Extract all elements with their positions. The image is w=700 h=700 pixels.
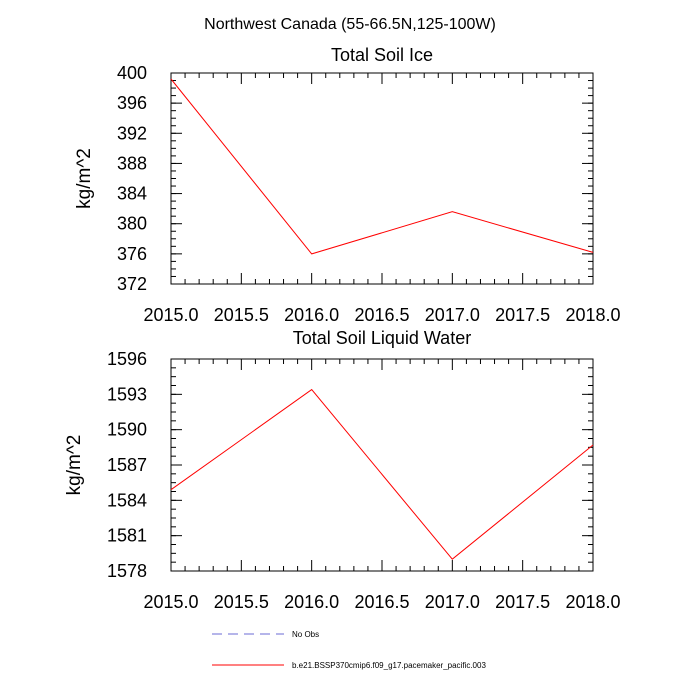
y-tick-label: 1593 (107, 384, 147, 404)
series-line (170, 78, 594, 255)
x-tick-label: 2017.0 (425, 592, 480, 612)
legend: No Obs b.e21.BSSP370cmip6.f09_g17.pacema… (212, 630, 486, 670)
plot-frame (170, 72, 594, 285)
x-tick-label: 2015.0 (143, 305, 198, 325)
y-tick-label: 1584 (107, 490, 147, 510)
panel-total-soil-liquid-water: Total Soil Liquid Water 2015.0 2015.5 2016.… (64, 328, 621, 612)
y-tick-label: 1578 (107, 561, 147, 581)
y-tick-label: 1590 (107, 420, 147, 440)
y-tick-label: 376 (117, 244, 147, 264)
panel-title: Total Soil Ice (331, 45, 433, 65)
series-line (170, 388, 594, 560)
x-tick-label: 2015.5 (214, 305, 269, 325)
x-tick-label: 2017.5 (495, 592, 550, 612)
x-tick-label: 2017.0 (425, 305, 480, 325)
x-tick-label: 2016.5 (354, 592, 409, 612)
x-tick-label: 2017.5 (495, 305, 550, 325)
panel-title: Total Soil Liquid Water (293, 328, 471, 348)
y-tick-label: 384 (117, 184, 147, 204)
figure-title: Northwest Canada (55-66.5N,125-100W) (204, 16, 496, 33)
x-tick-label: 2018.0 (565, 305, 620, 325)
y-axis-label: kg/m^2 (64, 435, 85, 496)
y-tick-label: 396 (117, 93, 147, 113)
x-tick-label: 2015.5 (214, 592, 269, 612)
plot-frame (170, 358, 594, 572)
x-tick-label: 2018.0 (565, 592, 620, 612)
y-axis-label: kg/m^2 (74, 148, 95, 209)
y-tick-label: 372 (117, 274, 147, 294)
legend-label-model-run: b.e21.BSSP370cmip6.f09_g17.pacemaker_pac… (292, 661, 486, 670)
x-tick-label: 2016.5 (354, 305, 409, 325)
y-tick-label: 392 (117, 123, 147, 143)
x-tick-label: 2016.0 (284, 305, 339, 325)
y-tick-label: 1581 (107, 526, 147, 546)
legend-label-no-obs: No Obs (292, 630, 319, 639)
y-tick-label: 1596 (107, 349, 147, 369)
y-tick-label: 400 (117, 63, 147, 83)
y-tick-label: 380 (117, 214, 147, 234)
x-tick-label: 2016.0 (284, 592, 339, 612)
x-tick-label: 2015.0 (143, 592, 198, 612)
y-tick-label: 388 (117, 153, 147, 173)
y-tick-label: 1587 (107, 455, 147, 475)
panel-total-soil-ice: Total Soil Ice 2015.0 2015.5 2016.0 2016.5 20… (74, 45, 621, 325)
